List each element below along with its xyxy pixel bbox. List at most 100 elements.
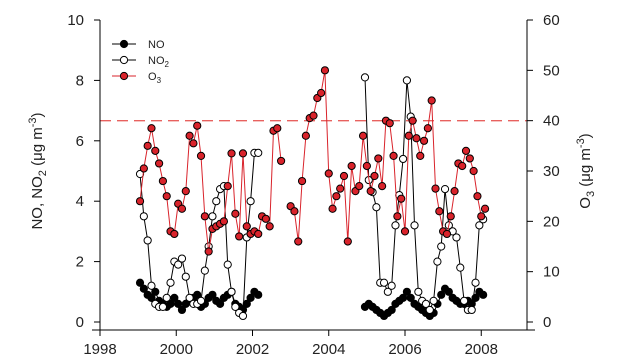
- o3-point: [347, 161, 356, 171]
- no-point: [444, 287, 453, 296]
- legend: NO NO2 O3: [112, 39, 170, 85]
- o3-point: [181, 187, 190, 196]
- o3-point: [189, 139, 198, 148]
- o3-point: [135, 197, 145, 206]
- no2-point: [166, 278, 175, 287]
- o3-point: [427, 96, 436, 105]
- o3-point: [480, 204, 490, 213]
- o3-point: [332, 192, 341, 201]
- no-point: [246, 293, 255, 302]
- left-axis-tick-label: 0: [76, 314, 84, 331]
- no2-point: [158, 302, 168, 311]
- no2-point: [162, 293, 171, 302]
- no2-point: [467, 305, 476, 315]
- no2-point: [185, 293, 194, 302]
- o3-point: [446, 212, 455, 221]
- no-point: [139, 284, 148, 293]
- no-point: [254, 290, 263, 299]
- no2-point: [231, 302, 240, 311]
- x-axis-tick-label: 2000: [160, 341, 193, 358]
- legend-o3-marker: [119, 71, 129, 81]
- o3-point: [458, 161, 467, 171]
- o3-point: [473, 192, 482, 201]
- o3-point: [355, 182, 364, 191]
- left-axis-tick-label: 6: [76, 133, 84, 150]
- no2-point: [440, 185, 450, 194]
- o3-point: [297, 176, 307, 186]
- no-point: [208, 290, 217, 299]
- o3-point: [328, 204, 337, 213]
- no2-point: [143, 236, 152, 245]
- no2-point: [410, 221, 419, 230]
- o3-point: [177, 204, 187, 213]
- no2-point: [360, 73, 370, 82]
- no2-point: [425, 305, 434, 315]
- axes-layer: 0 2 4 6 8 10 0 10 20 30 40 50 60 1998 2000 2002 2004 2006…: [27, 12, 597, 358]
- o3-point: [339, 171, 349, 181]
- no-point: [437, 290, 446, 299]
- no2-point: [398, 154, 408, 164]
- no2-point: [246, 197, 255, 206]
- no-point: [479, 290, 488, 299]
- no-point: [135, 278, 145, 287]
- o3-point: [170, 229, 179, 239]
- o3-point: [343, 237, 352, 246]
- o3-point: [261, 214, 270, 223]
- left-axis-tick-label: 8: [76, 72, 84, 89]
- no2-point: [147, 281, 156, 290]
- o3-point: [366, 187, 375, 196]
- series-layer: [135, 66, 490, 321]
- legend-o3-label: O3: [148, 71, 162, 85]
- no2-point: [391, 221, 400, 230]
- o3-point: [324, 169, 333, 178]
- o3-point: [419, 136, 429, 145]
- o3-point: [219, 217, 229, 226]
- o3-point: [393, 212, 402, 221]
- no2-point: [227, 287, 236, 296]
- no-point: [402, 287, 412, 296]
- no2-point: [181, 272, 190, 281]
- x-axis-tick-label: 2006: [388, 341, 421, 358]
- no2-point: [200, 266, 209, 275]
- legend-no2-label: NO2: [148, 55, 170, 69]
- o3-point: [370, 171, 379, 181]
- o3-point: [301, 131, 310, 140]
- no2-point: [196, 296, 206, 305]
- o3-point: [362, 161, 371, 171]
- right-axis-tick-label: 30: [543, 163, 560, 180]
- legend-no-label: NO: [148, 39, 165, 51]
- o3-point: [231, 209, 240, 218]
- o3-point: [227, 149, 236, 158]
- o3-point: [204, 247, 213, 256]
- o3-point: [435, 207, 444, 216]
- left-axis-tick-label: 10: [67, 12, 84, 29]
- right-axis-tick-label: 20: [543, 213, 560, 230]
- o3-point: [294, 237, 303, 246]
- x-axis-tick-label: 1998: [83, 341, 116, 358]
- no2-point: [421, 299, 431, 308]
- no2-point: [223, 260, 232, 269]
- o3-point: [143, 141, 152, 150]
- left-axis-title: NO, NO2 (μg m-3): [27, 112, 49, 229]
- o3-point: [185, 131, 194, 140]
- no-point: [406, 293, 415, 302]
- no-point: [215, 299, 225, 308]
- no2-point: [452, 233, 461, 242]
- o3-point: [431, 184, 440, 193]
- no-point: [387, 305, 396, 315]
- o3-point: [477, 212, 486, 221]
- no2-point: [429, 296, 438, 305]
- x-axis-tick-label: 2004: [312, 341, 345, 358]
- o3-point: [389, 151, 398, 160]
- o3-point: [151, 146, 160, 155]
- o3-point: [273, 124, 282, 133]
- o3-point: [223, 182, 232, 191]
- no2-point: [212, 197, 221, 206]
- no2-point: [456, 263, 465, 272]
- o3-point: [461, 146, 471, 155]
- no2-point: [238, 311, 248, 321]
- no2-point: [437, 242, 446, 251]
- no2-point: [379, 278, 389, 287]
- o3-point: [423, 124, 432, 133]
